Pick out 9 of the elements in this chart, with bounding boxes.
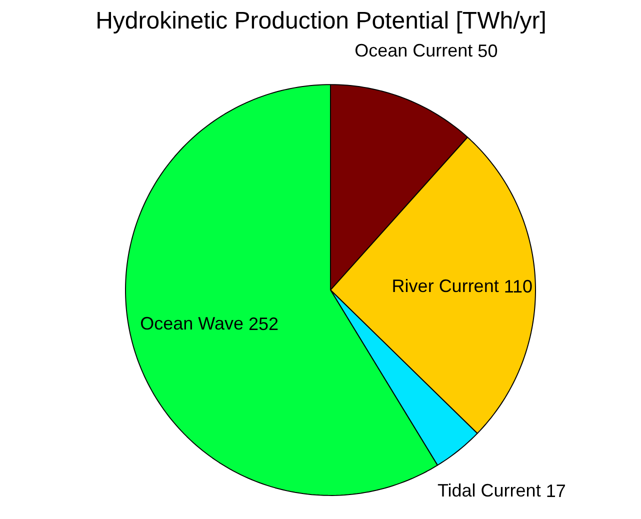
data-label: 110	[504, 276, 533, 296]
data-label: 252	[248, 314, 279, 334]
data-label: 17	[546, 481, 566, 502]
slice-label: Ocean Current	[354, 40, 473, 60]
slice-label: River Current	[392, 276, 499, 296]
data-label: 50	[478, 40, 498, 61]
slice-label: Ocean Wave	[140, 313, 244, 334]
slice-label: Tidal Current	[437, 480, 541, 501]
chart-title: Hydrokinetic Production Potential [TWh/yr]	[96, 8, 546, 34]
